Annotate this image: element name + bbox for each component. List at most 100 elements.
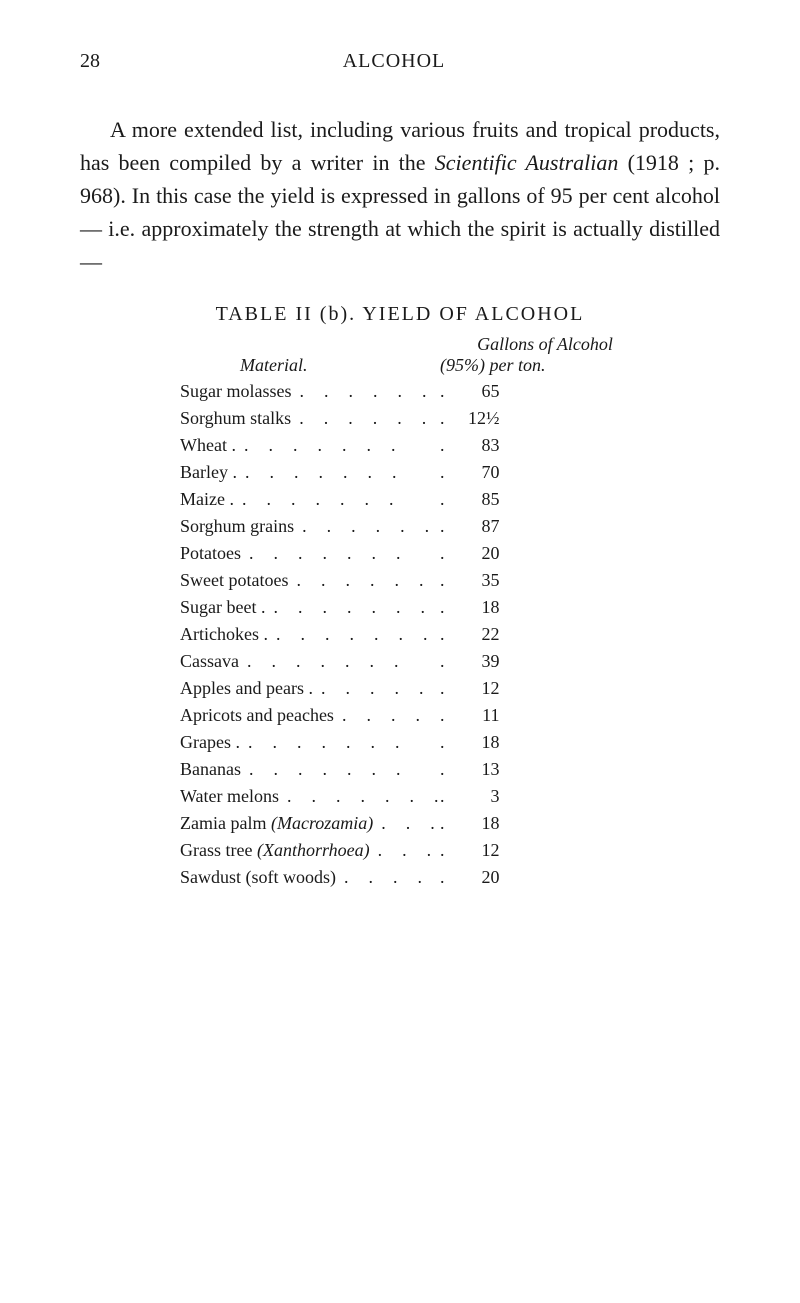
material-name: Barley . [180,459,237,486]
value-leader-dot: . [440,864,445,891]
value-cell: . 20 [440,864,520,891]
table-row: Sorghum grains........87 [180,513,720,540]
value-leader-dot: . [440,621,445,648]
value-leader-dot: . [440,486,445,513]
value-cell: . 85 [440,486,520,513]
value-number: 18 [465,594,500,621]
leader-dots: ....... [241,756,440,783]
value-leader-dot: . [440,648,445,675]
material-cell: Maize ........ [180,486,440,513]
value-leader-dot: . [440,513,445,540]
value-leader-dot: . [440,702,445,729]
value-cell: . 70 [440,459,520,486]
value-number: 22 [465,621,500,648]
value-leader-dot: . [440,405,445,432]
material-name-italic: (Xanthorrhoea) [257,840,370,860]
material-cell: Cassava....... [180,648,440,675]
material-name: Sugar beet . [180,594,265,621]
table-row: Grapes .........18 [180,729,720,756]
value-number: 65 [465,378,500,405]
material-cell: Water melons....... [180,783,440,810]
table-row: Grass tree (Xanthorrhoea)........12 [180,837,720,864]
material-name: Sugar molasses [180,378,292,405]
paragraph-italic1: Scientific Australian [435,150,628,175]
value-cell: . 12½ [440,405,520,432]
leader-dots: ....... [236,432,440,459]
value-number: 12 [465,675,500,702]
material-name: Apples and pears . [180,675,313,702]
material-cell: Grass tree (Xanthorrhoea)....... [180,837,440,864]
table-row: Apricots and peaches........ 11 [180,702,720,729]
value-cell: .12 [440,837,520,864]
value-number: 3 [465,783,500,810]
table-row: Maize ......... 85 [180,486,720,513]
leader-dots: ....... [279,783,440,810]
leader-dots: ....... [239,648,440,675]
value-number: 85 [465,486,500,513]
material-name: Sweet potatoes [180,567,288,594]
value-leader-dot: . [440,459,445,486]
page-number: 28 [80,50,100,73]
value-cell: .39 [440,648,520,675]
material-name-italic: (Macrozamia) [271,813,373,833]
material-name: Grass tree (Xanthorrhoea) [180,837,370,864]
value-cell: .87 [440,513,520,540]
table-row: Sawdust (soft woods)........ 20 [180,864,720,891]
value-number: 35 [465,567,500,594]
table-row: Potatoes........20 [180,540,720,567]
leader-dots: ....... [237,459,440,486]
value-cell: .13 [440,756,520,783]
value-number: 20 [465,864,500,891]
value-number: 12½ [465,405,500,432]
material-name: Sorghum grains [180,513,294,540]
material-name: Sorghum stalks [180,405,291,432]
material-cell: Barley ........ [180,459,440,486]
material-cell: Sugar molasses....... [180,378,440,405]
value-cell: . 22 [440,621,520,648]
leader-dots: ....... [373,810,440,837]
value-leader-dot: . [440,756,445,783]
material-name: Maize . [180,486,234,513]
material-cell: Apricots and peaches....... [180,702,440,729]
material-name: Bananas [180,756,241,783]
table-row: Sorghum stalks........ 12½ [180,405,720,432]
value-cell: . 35 [440,567,520,594]
material-cell: Zamia palm (Macrozamia)....... [180,810,440,837]
value-leader-dot: . [440,675,445,702]
main-paragraph: A more extended list, including various … [80,113,720,278]
value-cell: . 11 [440,702,520,729]
table-row: Sweet potatoes........ 35 [180,567,720,594]
leader-dots: ....... [268,621,440,648]
value-number: 11 [465,702,500,729]
value-leader-dot: . [440,567,445,594]
value-leader-dot: . [440,837,445,864]
value-number: 70 [465,459,500,486]
page-title: ALCOHOL [100,50,720,73]
material-cell: Sorghum stalks....... [180,405,440,432]
material-name: Wheat . [180,432,236,459]
leader-dots: ....... [241,540,440,567]
material-name: Cassava [180,648,239,675]
table-row: Wheat .........83 [180,432,720,459]
leader-dots: ....... [313,675,440,702]
value-header-line1-text: Gallons of Alcohol [477,334,613,354]
leader-dots: ....... [288,567,440,594]
table-row: Sugar molasses........65 [180,378,720,405]
material-cell: Sorghum grains....... [180,513,440,540]
table-row: Barley ......... 70 [180,459,720,486]
material-name: Apricots and peaches [180,702,334,729]
table-container: Gallons of Alcohol Material. (95%) per t… [80,334,720,891]
material-cell: Sawdust (soft woods)....... [180,864,440,891]
value-cell: .83 [440,432,520,459]
material-name-plain: Zamia palm [180,813,271,833]
value-cell: .18 [440,594,520,621]
column-headers-wrapper: Gallons of Alcohol Material. (95%) per t… [180,334,720,376]
table-row: Sugar beet .........18 [180,594,720,621]
value-cell: .18 [440,729,520,756]
material-cell: Bananas....... [180,756,440,783]
leader-dots: ....... [234,486,440,513]
material-name: Sawdust (soft woods) [180,864,336,891]
leader-dots: ....... [265,594,440,621]
page-header: 28 ALCOHOL [80,50,720,73]
value-cell: .65 [440,378,520,405]
